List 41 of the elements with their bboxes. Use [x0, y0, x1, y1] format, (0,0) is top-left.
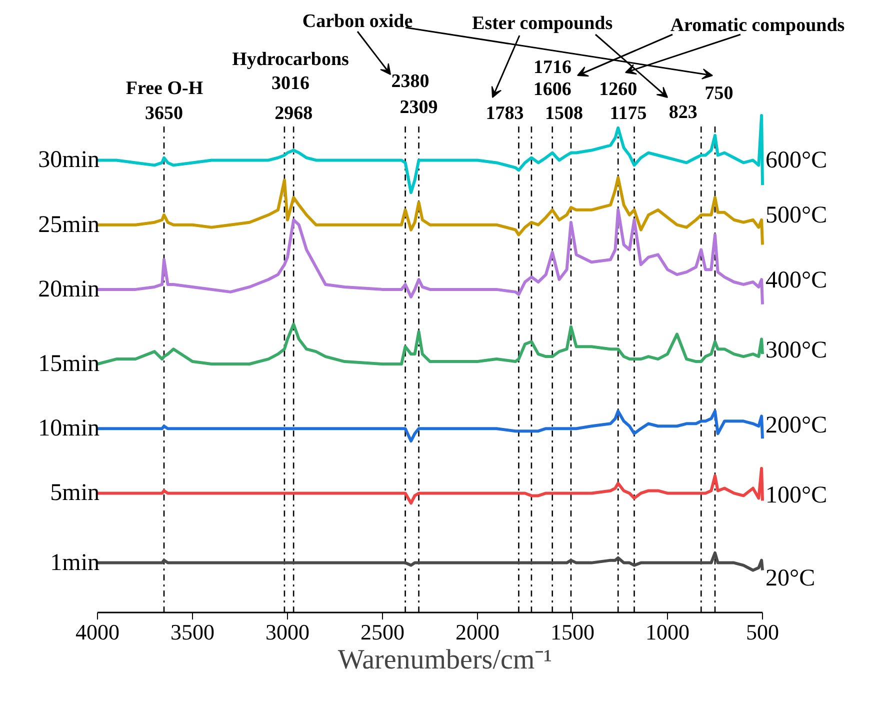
series-label: 1min	[50, 550, 100, 576]
x-tick-label: 2500	[360, 620, 404, 644]
ref-line-label: 823	[668, 102, 698, 123]
x-tick-label: 2000	[456, 620, 500, 644]
x-tick-label: 1000	[646, 620, 690, 644]
text: 300°C	[766, 338, 828, 364]
text: 200°C	[766, 412, 828, 438]
text: Hydrocarbons	[232, 49, 349, 70]
ref-line-label: 1783	[486, 103, 524, 124]
text: 400°C	[766, 268, 828, 294]
series-label: 5min	[50, 480, 100, 506]
ref-line-label: 1260	[599, 79, 638, 100]
text: Ester compounds	[472, 13, 613, 34]
ref-line-label: 1606	[533, 79, 572, 100]
x-tick-label: 4000	[76, 620, 120, 644]
ref-line-label: 1716	[533, 57, 572, 78]
text: 600°C	[766, 148, 828, 174]
series-label: 15min	[38, 351, 100, 377]
ref-line-label: 2968	[274, 103, 313, 124]
x-tick-label: 1500	[550, 620, 594, 644]
ref-line-label: 1175	[610, 103, 647, 124]
x-axis-title: Warenumbers/cm⁻¹	[338, 644, 552, 676]
series-label: 20min	[38, 276, 100, 302]
series-label: 30min	[38, 147, 100, 174]
ref-line-label: 750	[704, 83, 734, 104]
series-label: 10min	[38, 416, 100, 442]
text: 100°C	[766, 482, 828, 508]
x-tick-label: 500	[746, 620, 779, 644]
ref-line-label: 1508	[544, 103, 583, 124]
series-label: 25min	[38, 212, 100, 238]
ref-line-label: 3016	[271, 73, 310, 94]
text: Free O-H	[126, 78, 204, 99]
ref-line-label: 2380	[391, 71, 430, 92]
ref-line-label: 3650	[145, 103, 183, 124]
ref-line-label: 2309	[400, 97, 438, 118]
text: Carbon oxide	[302, 11, 413, 32]
x-tick-label: 3500	[170, 620, 214, 644]
text: Aromatic compounds	[670, 15, 845, 36]
text: 500°C	[766, 202, 828, 228]
x-tick-label: 3000	[266, 620, 310, 644]
text: 20°C	[766, 566, 816, 592]
